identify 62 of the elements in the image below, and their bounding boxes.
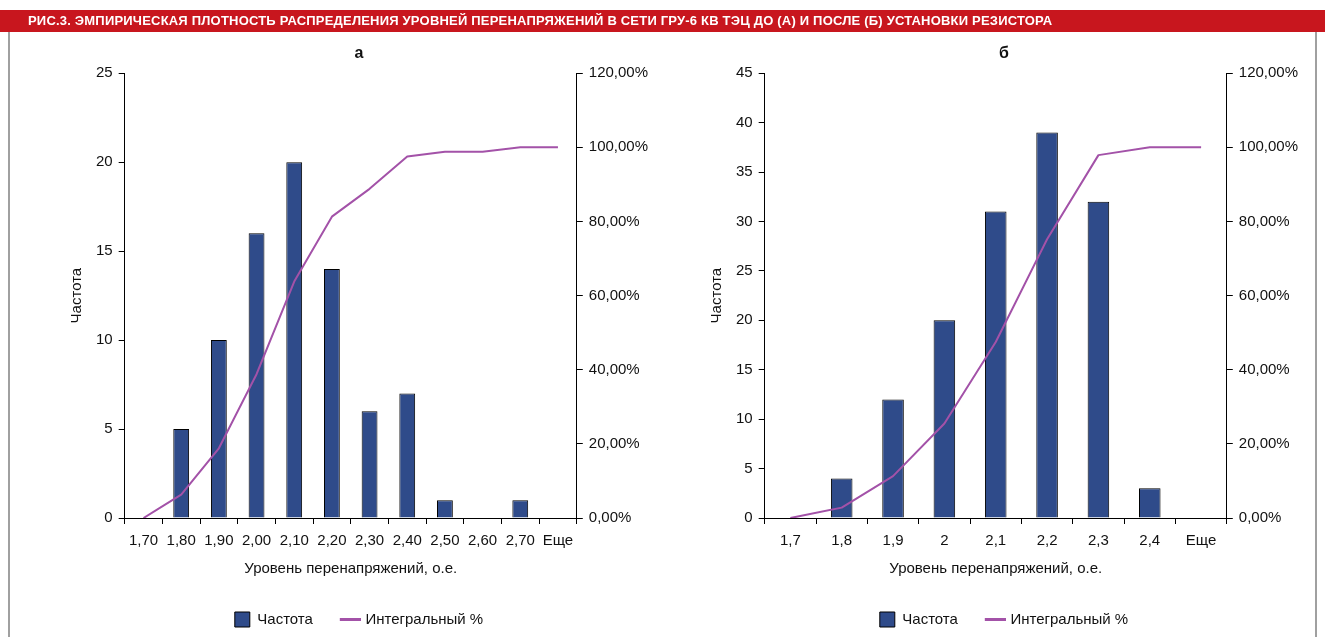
x-tick-label: 2,50 bbox=[430, 531, 460, 549]
y-tick-label: 40 bbox=[736, 112, 753, 130]
y-tick-label: 10 bbox=[736, 409, 753, 427]
y-tick-label: 25 bbox=[96, 63, 113, 81]
y2-tick-label: 0,00% bbox=[1238, 508, 1282, 526]
x-tick-label: 2,20 bbox=[317, 531, 347, 549]
x-tick-label: 2,4 bbox=[1139, 531, 1161, 549]
x-tick-label: 2,30 bbox=[354, 531, 385, 549]
y-axis-title: Частота bbox=[707, 267, 725, 324]
x-tick-label: 1,80 bbox=[166, 531, 196, 549]
y-tick-label: 15 bbox=[96, 241, 113, 259]
y-axis-title: Частота bbox=[67, 267, 85, 324]
x-tick-label: 2,2 bbox=[1036, 531, 1058, 549]
y2-tick-label: 100,00% bbox=[588, 137, 648, 155]
y-tick-label: 25 bbox=[736, 261, 753, 279]
chart-title: б bbox=[999, 44, 1010, 62]
legend-label: Частота bbox=[257, 609, 314, 627]
y2-tick-label: 40,00% bbox=[588, 359, 640, 377]
y-tick-label: 35 bbox=[736, 162, 753, 180]
y2-tick-label: 120,00% bbox=[588, 63, 648, 81]
legend-label: Интегральный % bbox=[1010, 609, 1129, 627]
y-tick-label: 20 bbox=[736, 310, 753, 328]
x-axis-title: Уровень перенапряжений, о.е. bbox=[889, 559, 1103, 577]
y2-tick-label: 20,00% bbox=[588, 434, 640, 452]
x-tick-label: 2,00 bbox=[241, 531, 272, 549]
x-axis-title: Уровень перенапряжений, о.е. bbox=[244, 559, 458, 577]
x-tick-label: 2,1 bbox=[985, 531, 1007, 549]
y2-tick-label: 20,00% bbox=[1238, 434, 1290, 452]
chart-title: а bbox=[354, 44, 364, 62]
x-tick-label: 1,8 bbox=[831, 531, 853, 549]
x-tick-label: 1,9 bbox=[882, 531, 904, 549]
x-tick-label: 2 bbox=[940, 531, 949, 549]
x-tick-label: 1,90 bbox=[204, 531, 234, 549]
y2-tick-label: 80,00% bbox=[1238, 211, 1290, 229]
legend-label: Частота bbox=[902, 609, 959, 627]
y-tick-label: 0 bbox=[104, 508, 113, 526]
y2-tick-label: 60,00% bbox=[588, 285, 640, 303]
y-tick-label: 0 bbox=[744, 508, 753, 526]
y-tick-label: 20 bbox=[96, 152, 113, 170]
y2-tick-label: 100,00% bbox=[1238, 137, 1298, 155]
y2-tick-label: 120,00% bbox=[1238, 63, 1298, 81]
x-tick-label: 1,70 bbox=[128, 531, 159, 549]
x-tick-label: Еще bbox=[1185, 531, 1217, 549]
x-tick-label: 2,10 bbox=[279, 531, 309, 549]
y-tick-label: 10 bbox=[96, 330, 113, 348]
x-tick-label: Еще bbox=[542, 531, 574, 549]
x-tick-label: 2,40 bbox=[392, 531, 422, 549]
y-tick-label: 15 bbox=[736, 359, 753, 377]
y2-tick-label: 80,00% bbox=[588, 211, 640, 229]
y-tick-label: 5 bbox=[104, 419, 113, 437]
y2-tick-label: 40,00% bbox=[1238, 359, 1290, 377]
y-tick-label: 30 bbox=[736, 211, 753, 229]
y2-tick-label: 0,00% bbox=[588, 508, 632, 526]
text: РИС.3. ЭМПИРИЧЕСКАЯ ПЛОТНОСТЬ РАСПРЕДЕЛЕНИЯ УРОВНЕЙ ПЕРЕНАПРЯЖЕНИЙ В СЕТИ ГРУ-6 КВ ТЭЦ ДО (А) И ПОСЛЕ (Б) УСТАНОВКИ РЕЗИСТОРА bbox=[28, 13, 1053, 28]
x-tick-label: 1,7 bbox=[779, 531, 801, 549]
legend-label: Интегральный % bbox=[365, 609, 484, 627]
y-tick-label: 45 bbox=[736, 63, 753, 81]
x-tick-label: 2,60 bbox=[467, 531, 498, 549]
y-tick-label: 5 bbox=[744, 458, 753, 476]
x-tick-label: 2,70 bbox=[505, 531, 535, 549]
y2-tick-label: 60,00% bbox=[1238, 285, 1290, 303]
x-tick-label: 2,3 bbox=[1087, 531, 1109, 549]
